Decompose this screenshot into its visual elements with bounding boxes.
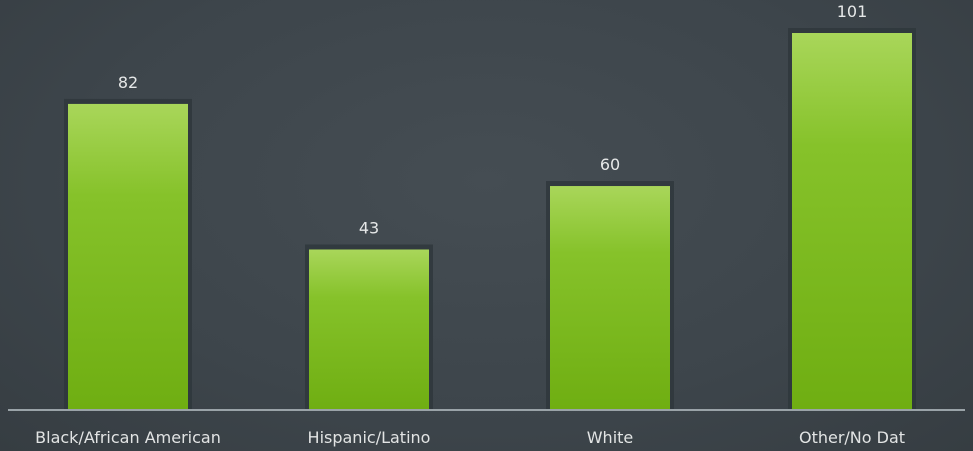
bar	[792, 33, 912, 410]
x-tick-label: White	[587, 428, 634, 447]
x-tick-label: Hispanic/Latino	[308, 428, 431, 447]
data-label: 82	[118, 73, 138, 92]
data-label: 43	[359, 218, 379, 237]
bar	[309, 249, 429, 410]
bars-group	[64, 28, 916, 411]
x-tick-label: Other/No Dat	[799, 428, 905, 447]
data-label: 101	[837, 2, 868, 21]
bar	[68, 103, 188, 411]
labels-group: 82 Black/African American 43 Hispanic/Latin…	[35, 2, 905, 447]
data-label: 60	[600, 155, 620, 174]
bar	[550, 186, 670, 410]
x-tick-label: Black/African American	[35, 428, 221, 447]
